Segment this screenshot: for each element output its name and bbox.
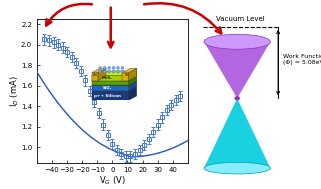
- Circle shape: [108, 70, 111, 73]
- Polygon shape: [92, 81, 129, 85]
- Polygon shape: [129, 76, 137, 85]
- Text: p++ Silicon: p++ Silicon: [94, 94, 121, 98]
- Polygon shape: [92, 68, 106, 73]
- Text: Au: Au: [93, 73, 98, 77]
- Ellipse shape: [204, 34, 270, 49]
- Circle shape: [117, 70, 119, 73]
- Polygon shape: [92, 81, 137, 85]
- Polygon shape: [122, 68, 137, 73]
- Circle shape: [103, 70, 106, 73]
- Circle shape: [99, 66, 102, 69]
- Polygon shape: [129, 81, 137, 91]
- Polygon shape: [129, 71, 137, 81]
- Polygon shape: [98, 68, 106, 81]
- Text: Vacuum Level: Vacuum Level: [216, 16, 265, 22]
- Polygon shape: [92, 85, 129, 91]
- Circle shape: [103, 66, 106, 69]
- Circle shape: [112, 70, 115, 73]
- Text: MoS₂: MoS₂: [102, 76, 113, 80]
- Circle shape: [99, 70, 102, 73]
- Polygon shape: [129, 68, 137, 81]
- Circle shape: [117, 66, 119, 69]
- Polygon shape: [122, 73, 129, 81]
- Polygon shape: [92, 86, 137, 91]
- Polygon shape: [92, 91, 129, 100]
- Polygon shape: [92, 75, 129, 81]
- Polygon shape: [92, 73, 98, 81]
- Circle shape: [121, 66, 124, 69]
- Polygon shape: [92, 76, 137, 81]
- Circle shape: [108, 66, 111, 69]
- Text: SiO₂: SiO₂: [103, 86, 112, 90]
- Y-axis label: I$_D$ (mA): I$_D$ (mA): [8, 75, 21, 107]
- X-axis label: V$_G$ (V): V$_G$ (V): [99, 175, 126, 187]
- Polygon shape: [204, 98, 270, 168]
- Text: Work Function
(Φ) = 5.08eV: Work Function (Φ) = 5.08eV: [282, 54, 321, 65]
- Polygon shape: [92, 71, 137, 75]
- Ellipse shape: [234, 96, 240, 100]
- Ellipse shape: [204, 162, 270, 174]
- Circle shape: [112, 66, 115, 69]
- Polygon shape: [204, 42, 270, 98]
- Text: Au: Au: [125, 73, 130, 77]
- Polygon shape: [129, 86, 137, 100]
- Circle shape: [121, 70, 124, 73]
